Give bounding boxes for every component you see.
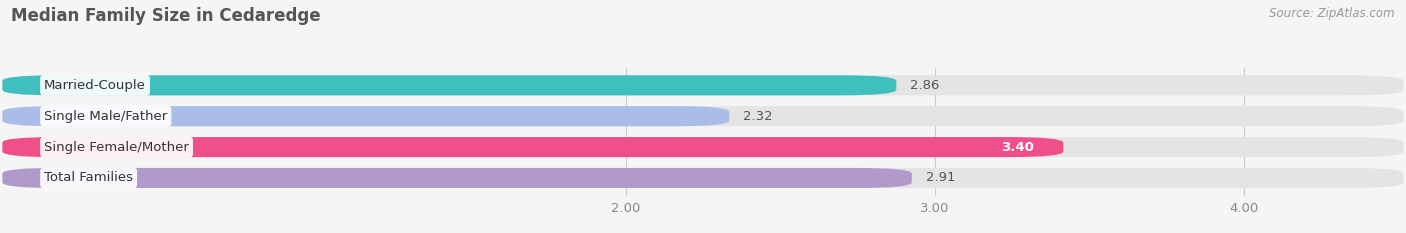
- Text: 2.86: 2.86: [910, 79, 939, 92]
- Text: Single Female/Mother: Single Female/Mother: [44, 140, 188, 154]
- Text: Single Male/Father: Single Male/Father: [44, 110, 167, 123]
- FancyBboxPatch shape: [3, 106, 730, 126]
- FancyBboxPatch shape: [3, 75, 897, 95]
- FancyBboxPatch shape: [3, 168, 1403, 188]
- FancyBboxPatch shape: [3, 75, 1403, 95]
- Text: Source: ZipAtlas.com: Source: ZipAtlas.com: [1270, 7, 1395, 20]
- Text: Median Family Size in Cedaredge: Median Family Size in Cedaredge: [11, 7, 321, 25]
- Text: 3.40: 3.40: [1001, 140, 1033, 154]
- Text: 2.91: 2.91: [925, 171, 955, 185]
- Text: 2.32: 2.32: [744, 110, 773, 123]
- FancyBboxPatch shape: [3, 137, 1063, 157]
- FancyBboxPatch shape: [3, 137, 1403, 157]
- FancyBboxPatch shape: [3, 106, 1403, 126]
- Text: Married-Couple: Married-Couple: [44, 79, 146, 92]
- FancyBboxPatch shape: [3, 168, 911, 188]
- Text: Total Families: Total Families: [44, 171, 134, 185]
